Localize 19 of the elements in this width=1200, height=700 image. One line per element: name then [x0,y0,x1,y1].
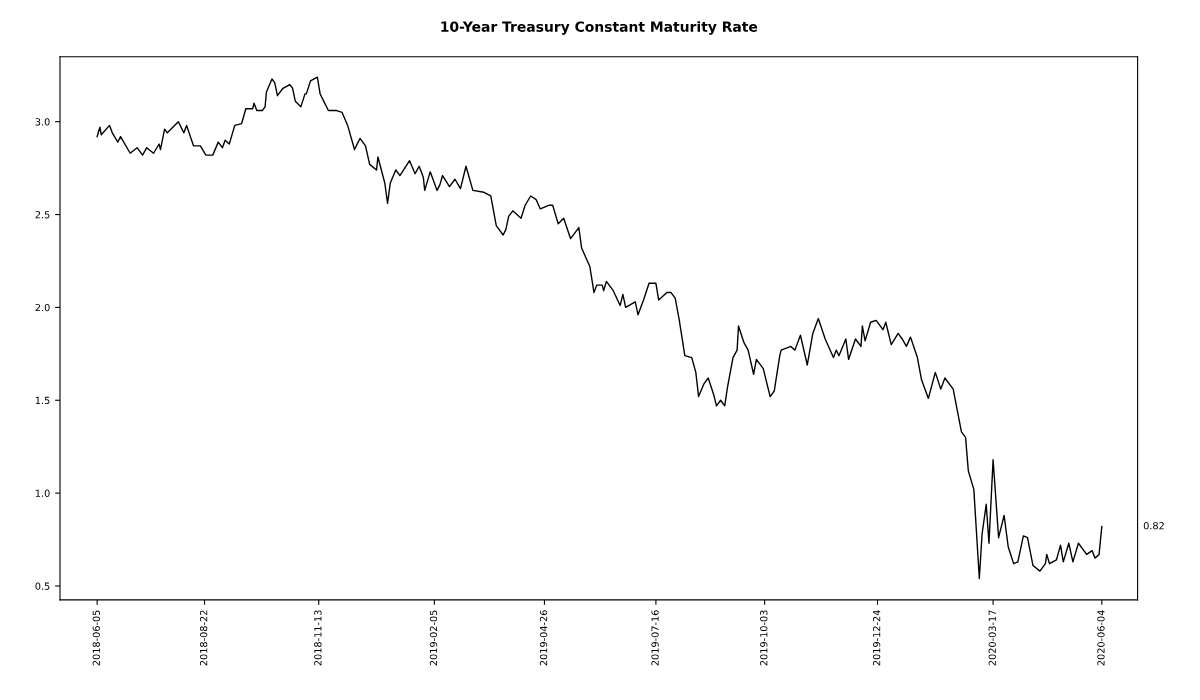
x-tick-label: 2019-12-24 [872,610,881,666]
x-tick-label: 2019-04-26 [539,610,548,666]
x-tick-label: 2020-06-04 [1097,610,1105,666]
text: 0.82 [1143,522,1164,530]
chart-title: 10-Year Treasury Constant Maturity Rate [441,21,758,35]
line-series [96,76,1103,580]
x-tick-label: 2018-06-05 [92,610,100,666]
x-tick-label: 2018-08-22 [199,610,208,666]
y-tick-label: 2.5 [35,211,50,219]
x-tick-label: 2019-07-16 [651,610,659,666]
x-tick-label: 2020-03-17 [988,610,996,666]
y-tick-label: 1.5 [35,396,50,405]
y-tick-label: 0.5 [35,582,50,590]
x-tick-label: 2019-02-05 [429,610,438,666]
x-tick-label: 2019-10-03 [760,610,768,666]
y-tick-label: 1.0 [35,489,50,497]
y-tick-label: 3.0 [35,118,50,126]
y-tick-label: 2.0 [35,303,50,312]
x-tick-label: 2018-11-13 [314,610,322,666]
